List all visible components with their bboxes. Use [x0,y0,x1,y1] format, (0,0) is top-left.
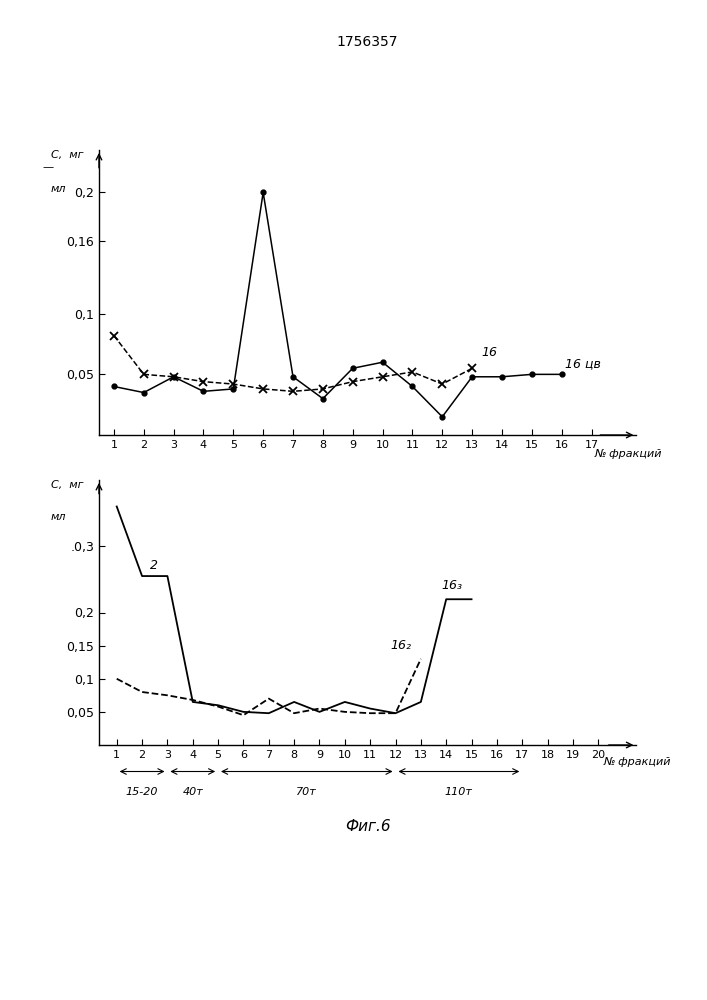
Text: 110т: 110т [445,787,473,797]
Text: 15-20: 15-20 [126,787,158,797]
Text: 1756357: 1756357 [337,35,398,49]
Text: 16: 16 [481,346,497,359]
Text: 2: 2 [150,559,158,572]
Text: мл: мл [51,184,66,194]
Text: мл: мл [51,512,66,522]
Text: 70т: 70т [296,787,317,797]
Text: № фракций: № фракций [603,757,671,767]
Text: C,  мг: C, мг [51,480,83,490]
Text: № фракций: № фракций [595,449,662,459]
Text: 16 цв: 16 цв [565,357,600,370]
Text: 16₂: 16₂ [390,639,411,652]
Text: —: — [42,162,54,172]
Text: 40т: 40т [182,787,203,797]
Text: 16₃: 16₃ [441,579,462,592]
Text: Фиг.6: Фиг.6 [345,819,390,834]
Text: C,  мг: C, мг [51,150,83,160]
